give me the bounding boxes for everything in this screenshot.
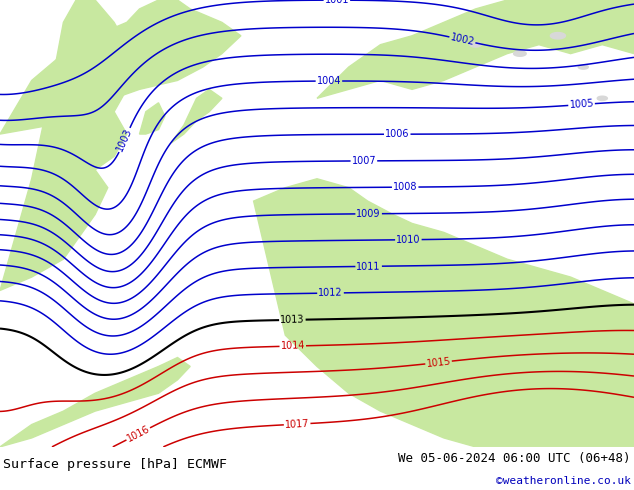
Text: 1008: 1008 xyxy=(393,182,417,192)
Text: 1015: 1015 xyxy=(426,356,451,369)
Polygon shape xyxy=(0,358,190,447)
Polygon shape xyxy=(0,0,241,134)
Text: Surface pressure [hPa] ECMWF: Surface pressure [hPa] ECMWF xyxy=(3,458,227,470)
Polygon shape xyxy=(139,103,165,134)
Polygon shape xyxy=(514,51,526,56)
Polygon shape xyxy=(597,96,607,100)
Text: 1017: 1017 xyxy=(285,418,309,430)
Text: 1003: 1003 xyxy=(115,127,134,153)
Polygon shape xyxy=(254,179,634,447)
Text: 1006: 1006 xyxy=(385,129,410,139)
Text: 1011: 1011 xyxy=(356,261,381,271)
Polygon shape xyxy=(470,42,481,47)
Text: 1004: 1004 xyxy=(316,76,341,86)
Text: 1007: 1007 xyxy=(351,156,376,166)
Polygon shape xyxy=(317,0,634,98)
Text: 1005: 1005 xyxy=(569,98,594,110)
Polygon shape xyxy=(171,89,222,143)
Text: 1002: 1002 xyxy=(450,32,476,48)
Text: 1014: 1014 xyxy=(280,341,305,351)
Text: We 05-06-2024 06:00 UTC (06+48): We 05-06-2024 06:00 UTC (06+48) xyxy=(398,452,631,466)
Text: 1001: 1001 xyxy=(325,0,349,5)
Text: ©weatheronline.co.uk: ©weatheronline.co.uk xyxy=(496,476,631,487)
Text: 1016: 1016 xyxy=(125,424,152,444)
Text: 1013: 1013 xyxy=(280,315,305,325)
Text: 1010: 1010 xyxy=(396,235,421,245)
Text: 1012: 1012 xyxy=(318,288,343,298)
Polygon shape xyxy=(0,0,139,291)
Polygon shape xyxy=(578,65,588,69)
Text: 1009: 1009 xyxy=(356,209,381,219)
Polygon shape xyxy=(550,32,566,39)
